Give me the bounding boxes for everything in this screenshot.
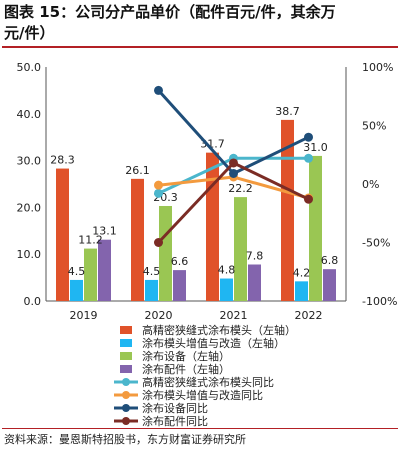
y2-tick-label: 100% [362, 61, 393, 74]
bar [84, 248, 97, 301]
bar [159, 205, 172, 301]
chart-title-line-1: 图表 15：公司分产品单价（配件百元/件，其余万 [4, 3, 336, 21]
bar-data-label: 26.1 [125, 164, 150, 177]
series-point [304, 153, 313, 163]
bar [309, 155, 322, 301]
bar-data-label: 4.2 [293, 266, 311, 279]
legend-marker [122, 391, 130, 399]
bar-data-label: 4.5 [68, 265, 86, 278]
y-tick-label: 50.0 [17, 61, 42, 74]
y2-tick-label: 50% [362, 120, 386, 133]
x-tick-label: 2021 [220, 309, 248, 322]
legend-marker [122, 417, 130, 425]
legend-marker [122, 378, 130, 386]
chart-title-line-2: 元/件） [4, 24, 55, 42]
bar [234, 197, 247, 301]
series-point [304, 132, 313, 142]
y-tick-label: 30.0 [17, 155, 42, 168]
legend-swatch [120, 365, 132, 373]
series-point [154, 85, 163, 95]
bar [281, 119, 294, 301]
legend-label: 涂布模头增值与改造同比 [142, 388, 263, 402]
legend-swatch [120, 352, 132, 360]
bar-data-label: 28.3 [50, 154, 75, 167]
bar-data-label: 7.8 [246, 249, 264, 262]
legend-label: 涂布设备（左轴） [142, 349, 230, 363]
bar-data-label: 31.0 [303, 141, 328, 154]
combo-chart: 0.0 10.0 20.0 30.0 40.0 50.0 -100% -50% 0% 50% 100… [17, 61, 398, 428]
legend-swatch [120, 339, 132, 347]
x-tick-label: 2022 [295, 309, 323, 322]
series-point [154, 180, 163, 190]
bar [206, 152, 219, 301]
bar-data-label: 22.2 [228, 182, 253, 195]
bar [131, 178, 144, 301]
bar-data-label: 13.1 [92, 225, 117, 238]
bar [56, 168, 69, 301]
bar-data-label: 4.5 [143, 265, 161, 278]
legend-label: 涂布设备同比 [142, 401, 208, 415]
y2-tick-label: -100% [362, 295, 397, 308]
bar [220, 278, 233, 301]
legend-label: 涂布配件同比 [142, 414, 208, 428]
bar [98, 239, 111, 301]
bar-data-label: 6.6 [171, 255, 189, 268]
bar [295, 281, 308, 301]
source-divider [2, 428, 398, 429]
x-tick-label: 2019 [70, 309, 98, 322]
bar-data-label: 4.8 [218, 264, 236, 277]
bar [323, 269, 336, 301]
chart-title: 图表 15：公司分产品单价（配件百元/件，其余万 元/件） [4, 2, 400, 44]
legend-label: 高精密狭缝式涂布模头同比 [142, 375, 274, 389]
series-point [304, 194, 313, 204]
bar [248, 264, 261, 301]
y-tick-label: 10.0 [17, 248, 42, 261]
series-point [154, 238, 163, 247]
y-tick-label: 40.0 [17, 108, 42, 121]
x-tick-label: 2020 [145, 309, 173, 322]
legend-label: 高精密狭缝式涂布模头（左轴） [142, 323, 296, 337]
series-point [229, 158, 238, 168]
bar [70, 279, 83, 301]
source-note: 资料来源：曼恩斯特招股书，东方财富证券研究所 [4, 433, 246, 446]
bar-data-label: 38.7 [275, 105, 300, 118]
y2-tick-label: -50% [362, 237, 390, 250]
legend-label: 涂布模头增值与改造（左轴） [142, 336, 285, 350]
legend-label: 涂布配件（左轴） [142, 362, 230, 376]
series-point [229, 168, 238, 178]
bar [145, 279, 158, 301]
y-tick-label: 0.0 [24, 295, 42, 308]
title-divider [2, 46, 398, 48]
y-tick-label: 20.0 [17, 201, 42, 214]
bar-data-label: 31.7 [200, 138, 225, 151]
series-point [154, 188, 163, 198]
legend-swatch [120, 326, 132, 334]
bar [173, 270, 186, 301]
bar-data-label: 6.8 [321, 254, 339, 267]
y2-tick-label: 0% [362, 178, 379, 191]
legend-marker [122, 404, 130, 412]
bar-data-label: 11.2 [78, 234, 103, 247]
